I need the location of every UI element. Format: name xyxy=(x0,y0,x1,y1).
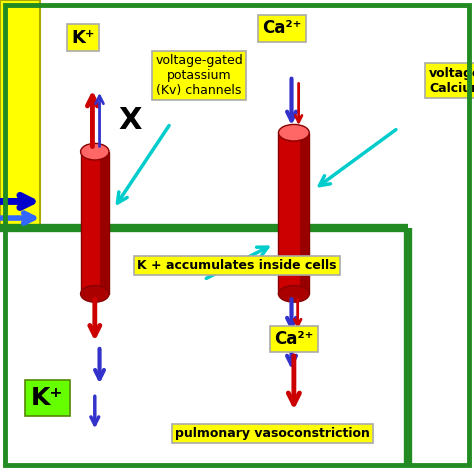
Text: voltage-
Calcium: voltage- Calcium xyxy=(428,66,474,95)
Ellipse shape xyxy=(279,125,309,141)
FancyBboxPatch shape xyxy=(0,0,40,228)
Text: K + accumulates inside cells: K + accumulates inside cells xyxy=(137,259,337,272)
Ellipse shape xyxy=(279,285,309,302)
Text: X: X xyxy=(118,106,142,136)
Text: voltage-gated
potassium
(Kv) channels: voltage-gated potassium (Kv) channels xyxy=(155,55,243,97)
FancyBboxPatch shape xyxy=(300,133,309,294)
Ellipse shape xyxy=(81,143,109,160)
Text: K⁺: K⁺ xyxy=(71,29,95,47)
FancyBboxPatch shape xyxy=(81,152,109,294)
FancyBboxPatch shape xyxy=(279,133,309,294)
Text: pulmonary vasoconstriction: pulmonary vasoconstriction xyxy=(175,427,370,440)
Text: Ca²⁺: Ca²⁺ xyxy=(262,19,302,37)
Ellipse shape xyxy=(81,285,109,302)
Text: K⁺: K⁺ xyxy=(31,386,64,410)
Text: Ca²⁺: Ca²⁺ xyxy=(274,330,314,348)
FancyBboxPatch shape xyxy=(100,152,109,294)
